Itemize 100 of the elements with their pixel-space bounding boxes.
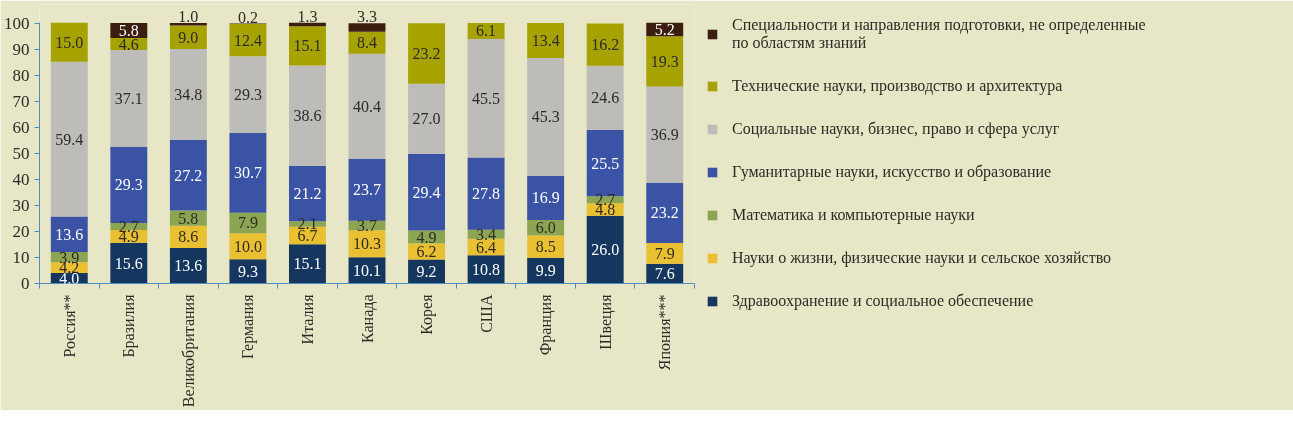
- y-tick-label: 40: [12, 169, 30, 189]
- data-label: 37.1: [114, 89, 143, 107]
- y-tick-label: 50: [12, 143, 30, 163]
- data-label: 8.5: [535, 238, 556, 256]
- y-tick-label: 10: [12, 247, 30, 267]
- data-label: 15.1: [293, 255, 322, 273]
- y-tick-label: 100: [4, 13, 30, 33]
- data-label: 16.9: [531, 189, 560, 207]
- data-label: 45.3: [531, 108, 560, 126]
- data-label: 12.4: [233, 31, 262, 49]
- bar: [408, 83, 445, 155]
- data-label: 5.2: [654, 21, 675, 39]
- bar: [169, 139, 207, 211]
- data-label: 27.2: [174, 166, 203, 184]
- legend-label: Математика и компьютерные науки: [732, 206, 975, 224]
- y-tick-label: 30: [12, 195, 30, 215]
- data-label: 13.6: [55, 225, 84, 243]
- data-label: 5.8: [178, 209, 199, 227]
- bar: [289, 65, 326, 167]
- data-label: 15.0: [55, 33, 84, 51]
- data-label: 3.4: [476, 225, 497, 243]
- bar: [348, 53, 386, 159]
- bar: [408, 23, 445, 84]
- data-label: 16.2: [591, 36, 620, 54]
- data-label: 34.8: [174, 85, 203, 103]
- data-label: 13.6: [174, 257, 203, 275]
- bar: [646, 86, 684, 183]
- legend-label: Науки о жизни, физические науки и сельское хозяйство: [732, 249, 1112, 267]
- data-label: 6.1: [476, 22, 497, 40]
- x-tick-label: Германия: [239, 293, 258, 359]
- x-tick-label: США: [477, 294, 495, 333]
- data-label: 27.0: [412, 110, 441, 128]
- legend-label: Здравоохранение и социальное обеспечение: [732, 292, 1034, 310]
- bar: [527, 57, 565, 176]
- data-label: 38.6: [293, 107, 322, 125]
- data-label: 30.7: [233, 164, 262, 182]
- legend-label: Технические науки, производство и архитектура: [732, 77, 1063, 95]
- legend-label: Социальные науки, бизнес, право и сфера услуг: [732, 120, 1060, 138]
- data-label: 13.4: [531, 31, 560, 49]
- data-label: 23.7: [353, 181, 381, 199]
- bar: [527, 175, 565, 220]
- bar: [646, 36, 684, 87]
- x-tick-label: Канада: [358, 294, 377, 343]
- data-label: 0.2: [237, 8, 258, 26]
- bar: [169, 23, 207, 26]
- data-label: 27.8: [472, 185, 501, 203]
- bar: [50, 61, 88, 217]
- bar: [169, 49, 207, 140]
- data-label: 9.0: [178, 28, 199, 46]
- data-label: 1.0: [178, 8, 199, 26]
- data-label: 8.4: [357, 34, 377, 52]
- data-label: 9.2: [416, 263, 437, 281]
- x-tick-label: Япония***: [656, 294, 674, 371]
- data-label: 15.1: [293, 37, 322, 55]
- x-tick-label: Франция: [537, 293, 556, 356]
- legend-label: Гуманитарные науки, искусство и образование: [732, 163, 1052, 181]
- data-label: 23.2: [650, 204, 679, 222]
- data-label: 3.3: [357, 8, 377, 26]
- data-label: 59.4: [55, 130, 84, 148]
- data-label: 15.6: [114, 254, 143, 272]
- data-label: 8.6: [178, 228, 199, 246]
- y-tick-label: 60: [12, 117, 30, 137]
- data-label: 10.3: [353, 235, 381, 253]
- data-label: 40.4: [353, 97, 381, 115]
- x-tick-label: Великобритания: [179, 293, 198, 408]
- bar: [50, 22, 88, 62]
- bar: [527, 23, 565, 58]
- data-label: 6.0: [535, 219, 556, 237]
- data-label: 10.0: [233, 237, 262, 255]
- legend-label: Специальности и направления подготовки, не определенные по областям знаний: [732, 16, 1146, 52]
- x-tick-label: Корея: [418, 293, 437, 335]
- bar: [586, 65, 624, 130]
- y-tick-label: 90: [12, 39, 30, 59]
- bar: [229, 56, 267, 133]
- bar: [408, 154, 445, 231]
- data-label: 1.3: [297, 7, 318, 25]
- data-label: 19.3: [650, 52, 679, 70]
- data-label: 21.2: [293, 185, 322, 203]
- data-label: 10.8: [472, 260, 501, 278]
- x-tick-label: Швеция: [596, 293, 615, 350]
- bar: [467, 157, 505, 230]
- x-tick-label: Италия: [298, 293, 316, 345]
- data-label: 9.3: [237, 262, 258, 280]
- data-label: 9.9: [535, 262, 556, 280]
- bar: [289, 26, 326, 66]
- bar: [348, 158, 386, 221]
- bar: [110, 50, 148, 147]
- y-tick-label: 80: [12, 65, 30, 85]
- data-label: 36.9: [650, 126, 679, 144]
- y-tick-label: 0: [21, 274, 30, 293]
- data-label: 29.3: [233, 86, 262, 104]
- data-label: 25.5: [591, 154, 620, 172]
- data-label: 29.3: [114, 176, 143, 194]
- y-tick-label: 20: [12, 221, 30, 241]
- bar: [289, 244, 326, 284]
- data-label: 7.9: [654, 244, 675, 262]
- bar: [586, 215, 624, 284]
- data-label: 3.7: [357, 217, 377, 235]
- data-label: 10.1: [353, 261, 381, 279]
- bar: [586, 23, 624, 66]
